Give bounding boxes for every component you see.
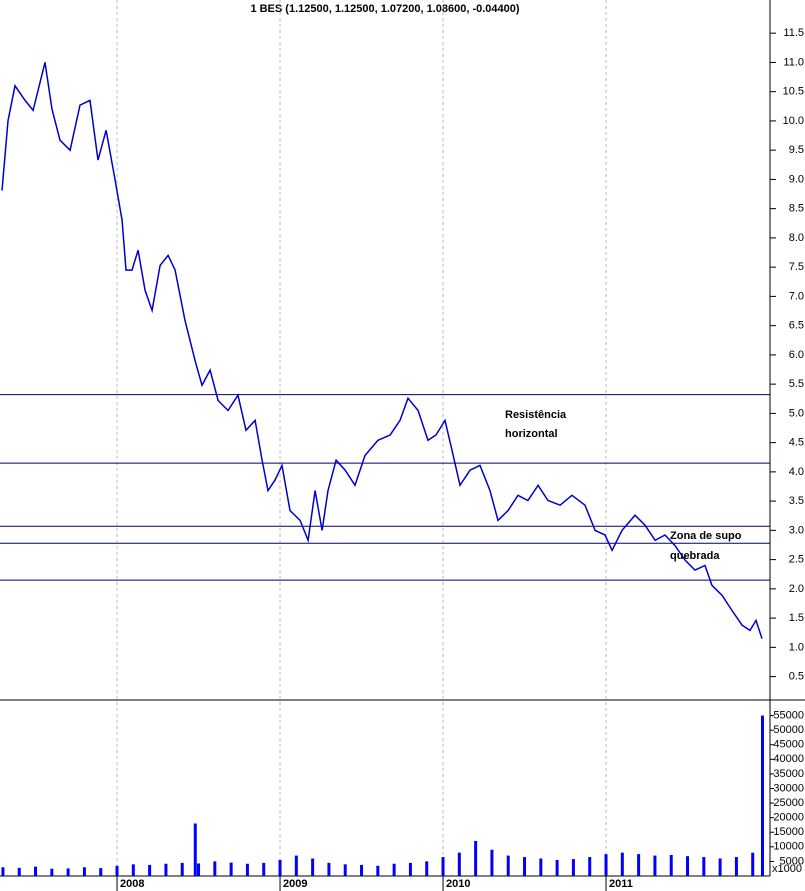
y-tick-label: 6.5	[789, 320, 804, 332]
volume-bar	[229, 862, 233, 876]
volume-bar	[457, 852, 461, 876]
y-tick-label: 5.5	[789, 378, 804, 390]
volume-bar	[506, 855, 510, 876]
y-tick-label: 2.0	[789, 583, 804, 595]
y-tick-label: 1.0	[789, 641, 804, 653]
volume-bar	[360, 864, 364, 876]
volume-bar	[50, 868, 54, 876]
volume-bar	[718, 858, 722, 876]
volume-bar	[327, 862, 331, 876]
volume-bar	[148, 864, 152, 876]
volume-bar	[311, 858, 315, 876]
volume-bar	[262, 862, 266, 876]
chart-title: 1 BES (1.12500, 1.12500, 1.07200, 1.0860…	[250, 3, 519, 15]
volume-bar	[99, 868, 103, 876]
volume-bar	[408, 862, 412, 876]
y-tick-label: 10.0	[783, 115, 804, 127]
y-tick-label: 11.5	[783, 27, 804, 39]
volume-bar	[604, 854, 608, 876]
y-tick-label: 15000	[773, 826, 804, 838]
unit-label: x1000	[772, 863, 802, 875]
y-tick-label: 3.0	[789, 524, 804, 536]
y-tick-label: 3.5	[789, 495, 804, 507]
volume-bar	[164, 863, 168, 876]
y-tick-label: 5000	[780, 855, 804, 867]
volume-bar	[539, 858, 543, 876]
volume-bar	[131, 864, 135, 876]
volume-bar	[686, 856, 690, 876]
annotation: quebrada	[670, 550, 720, 562]
volume-bar	[490, 849, 494, 876]
y-tick-label: 45000	[773, 739, 804, 751]
volume-bar	[441, 857, 445, 876]
y-tick-label: 55000	[773, 709, 804, 721]
volume-bar	[523, 857, 527, 876]
volume-bar	[245, 863, 249, 876]
y-tick-label: 10.5	[783, 86, 804, 98]
y-tick-label: 5.0	[789, 407, 804, 419]
volume-bar	[82, 867, 86, 876]
y-tick-label: 30000	[773, 782, 804, 794]
y-tick-label: 8.0	[789, 232, 804, 244]
volume-bar	[294, 855, 298, 876]
y-tick-label: 4.5	[789, 437, 804, 449]
y-tick-label: 25000	[773, 797, 804, 809]
y-tick-label: 8.5	[789, 203, 804, 215]
volume-bar	[213, 861, 217, 876]
y-tick-label: 10000	[773, 841, 804, 853]
volume-bar	[653, 855, 657, 876]
volume-bar	[193, 823, 197, 876]
y-tick-label: 2.5	[789, 554, 804, 566]
y-tick-label: 6.0	[789, 349, 804, 361]
volume-bar	[620, 852, 624, 876]
volume-bar	[702, 857, 706, 876]
volume-bar	[17, 867, 21, 876]
y-tick-label: 50000	[773, 724, 804, 736]
volume-bar	[197, 863, 201, 876]
y-tick-label: 9.5	[789, 144, 804, 156]
volume-bar	[637, 854, 641, 876]
volume-bar	[343, 864, 347, 876]
y-tick-label: 9.0	[789, 173, 804, 185]
volume-bar	[761, 715, 765, 876]
y-tick-label: 7.5	[789, 261, 804, 273]
y-tick-label: 35000	[773, 768, 804, 780]
volume-bar	[734, 857, 738, 876]
x-tick-label: 2010	[446, 878, 470, 890]
y-tick-label: 1.5	[789, 612, 804, 624]
x-tick-label: 2009	[283, 878, 307, 890]
volume-bar	[588, 857, 592, 876]
annotation: horizontal	[505, 428, 558, 440]
volume-bar	[278, 859, 282, 876]
volume-bar	[1, 867, 5, 876]
x-tick-label: 2011	[609, 878, 633, 890]
y-tick-label: 11.0	[783, 56, 804, 68]
y-tick-label: 4.0	[789, 466, 804, 478]
volume-bar	[555, 859, 559, 876]
volume-bar	[474, 841, 478, 876]
volume-bar	[669, 855, 673, 876]
volume-bar	[34, 866, 38, 876]
annotation: Resistência	[505, 409, 567, 421]
annotation: Zona de supo	[670, 530, 742, 542]
volume-bar	[425, 861, 429, 876]
price-line	[1, 62, 763, 639]
y-tick-label: 0.5	[789, 671, 804, 683]
x-tick-label: 2008	[120, 878, 144, 890]
volume-bar	[392, 863, 396, 876]
volume-bar	[751, 852, 755, 876]
volume-bar	[571, 859, 575, 876]
volume-bar	[180, 862, 184, 876]
y-tick-label: 40000	[773, 753, 804, 765]
y-tick-label: 20000	[773, 812, 804, 824]
volume-bar	[376, 865, 380, 876]
y-tick-label: 7.0	[789, 290, 804, 302]
volume-bar	[115, 865, 119, 876]
volume-bar	[66, 868, 70, 876]
